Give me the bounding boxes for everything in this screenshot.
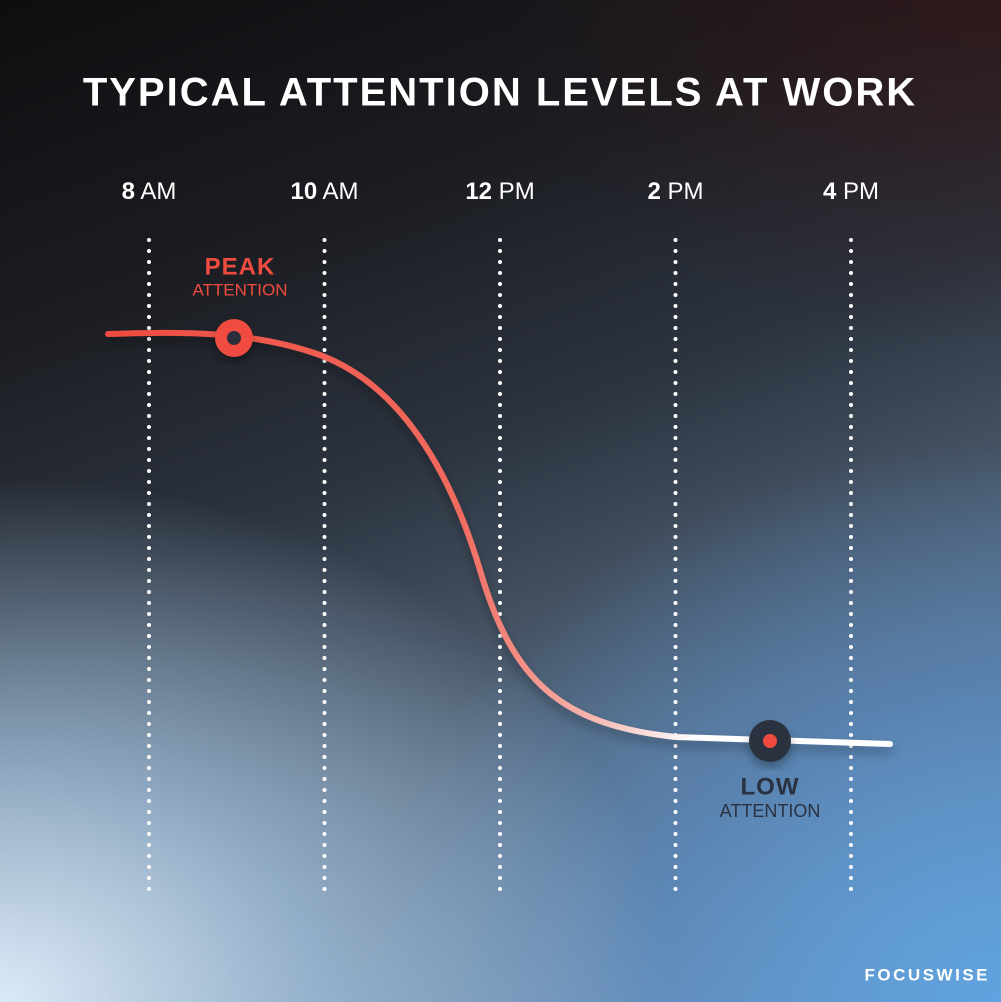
low-marker: [749, 720, 791, 762]
annotation-title: PEAK: [205, 253, 276, 280]
marker-dot: [763, 734, 777, 748]
chart-title: TYPICAL ATTENTION LEVELS AT WORK: [83, 71, 917, 115]
annotation-title: LOW: [741, 773, 800, 800]
marker-dot: [227, 331, 241, 345]
columns: 8 AM 10 AM 12 PM 2 PM 4 PM: [122, 178, 879, 892]
x-tick-label: 8 AM: [122, 178, 177, 205]
x-tick-label: 2 PM: [647, 178, 703, 205]
x-tick-label: 4 PM: [823, 178, 879, 205]
peak-marker: [215, 319, 253, 357]
annotation-text: ATTENTION: [720, 801, 821, 821]
annotation-text: ATTENTION: [192, 280, 287, 299]
x-tick-label: 12 PM: [465, 178, 534, 205]
x-tick-label: 10 AM: [290, 178, 358, 205]
brand-logo: FOCUSWISE: [865, 965, 990, 984]
